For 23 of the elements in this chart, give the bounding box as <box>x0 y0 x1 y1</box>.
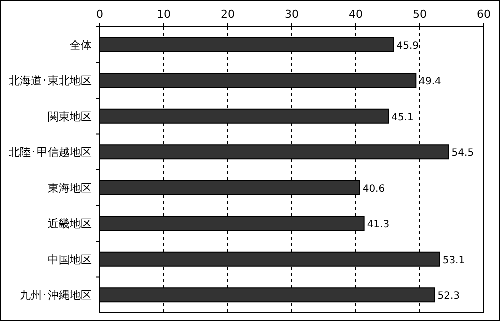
y-tick-label: 東海地区 <box>48 182 92 195</box>
y-tick-label: 北海道･東北地区 <box>9 74 92 88</box>
data-label: 45.1 <box>392 112 414 124</box>
data-label: 53.1 <box>442 255 466 266</box>
x-tick-label: 20 <box>221 8 235 21</box>
y-tick-label: 九州･沖縄地区 <box>20 289 92 302</box>
x-tick-label: 40 <box>349 8 363 21</box>
x-tick-label: 0 <box>96 8 104 21</box>
y-tick-label: 北陸･甲信越地区 <box>9 146 92 160</box>
y-tick-label: 近畿地区 <box>48 218 92 231</box>
data-label: 54.5 <box>452 148 474 160</box>
y-tick-label: 全体 <box>70 38 92 52</box>
data-label: 52.3 <box>438 291 460 302</box>
data-label: 40.6 <box>362 184 386 195</box>
y-tick-label: 中国地区 <box>48 253 92 266</box>
data-label: 45.9 <box>396 40 420 52</box>
x-tick-label: 30 <box>285 8 299 21</box>
y-tick-label: 関東地区 <box>48 110 92 124</box>
data-label: 41.3 <box>367 220 390 231</box>
x-tick-label: 10 <box>157 8 171 21</box>
data-label: 49.4 <box>419 76 442 88</box>
x-tick-label: 50 <box>413 8 427 21</box>
x-tick-label: 60 <box>477 8 491 21</box>
